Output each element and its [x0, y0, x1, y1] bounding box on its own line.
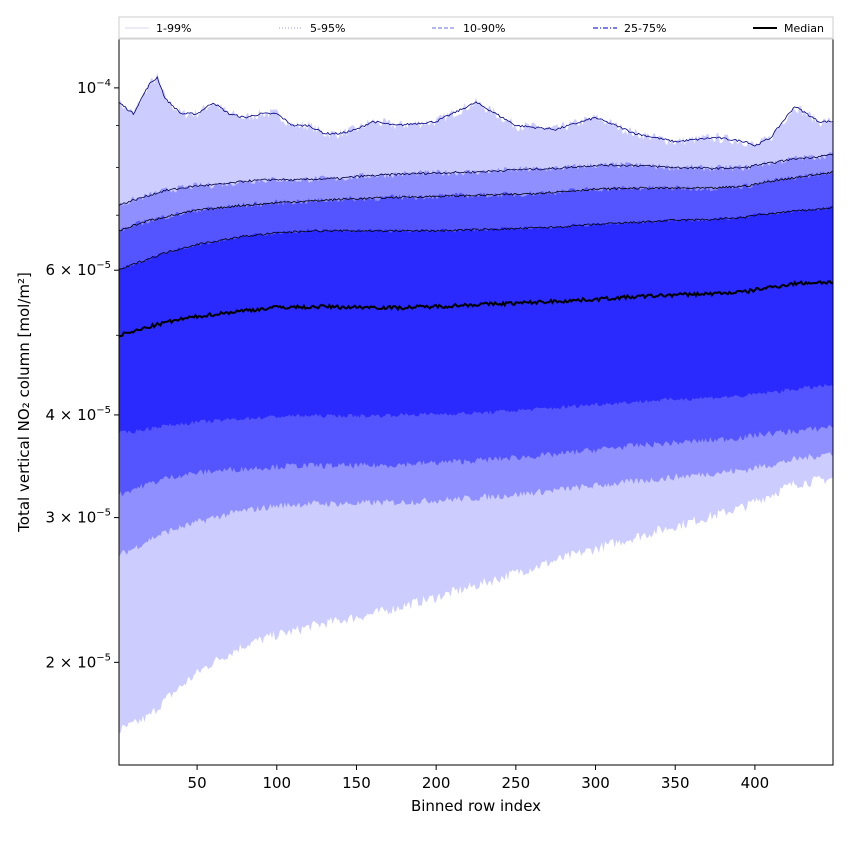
- x-tick-label: 350: [661, 774, 690, 792]
- x-tick-label: 300: [581, 774, 610, 792]
- legend-label: 25-75%: [624, 22, 666, 35]
- x-axis-label: Binned row index: [411, 797, 541, 815]
- x-tick-label: 250: [502, 774, 531, 792]
- band-upper-edge-10-90pct: [119, 171, 833, 232]
- x-tick-label: 400: [741, 774, 770, 792]
- lines-layer: [119, 76, 833, 338]
- y-tick-label: 10−4: [77, 78, 111, 97]
- x-tick-label: 100: [262, 774, 291, 792]
- band-25-75pct: [119, 206, 833, 435]
- legend-box: [118, 16, 834, 40]
- y-tick-label: 2 × 10−5: [46, 652, 112, 671]
- y-tick-label: 6 × 10−5: [46, 260, 112, 279]
- x-tick-label: 200: [422, 774, 451, 792]
- legend-label: 10-90%: [463, 22, 505, 35]
- band-upper-edge-1-99pct: [119, 76, 833, 147]
- legend-label: 1-99%: [156, 22, 191, 35]
- x-tick-label: 50: [188, 774, 207, 792]
- y-axis-label: Total vertical NO₂ column [mol/m²]: [15, 272, 33, 533]
- legend: 1-99% 5-95% 10-90% 25-75% Median: [118, 16, 834, 40]
- bands-layer: [119, 72, 833, 734]
- legend-label: 5-95%: [310, 22, 345, 35]
- y-axis: 2 × 10−5 3 × 10−5 4 × 10−5 6 × 10−5 10−4: [46, 78, 119, 671]
- band-upper-edge-25-75pct: [119, 206, 833, 270]
- legend-label: Median: [784, 22, 824, 35]
- y-tick-label: 4 × 10−5: [46, 405, 112, 424]
- median-line: [119, 280, 833, 338]
- y-tick-label: 3 × 10−5: [46, 508, 112, 527]
- x-tick-label: 150: [342, 774, 371, 792]
- band-upper-edge-5-95pct: [119, 153, 833, 206]
- x-axis: 50 100 150 200 250 300 350 400: [188, 765, 770, 792]
